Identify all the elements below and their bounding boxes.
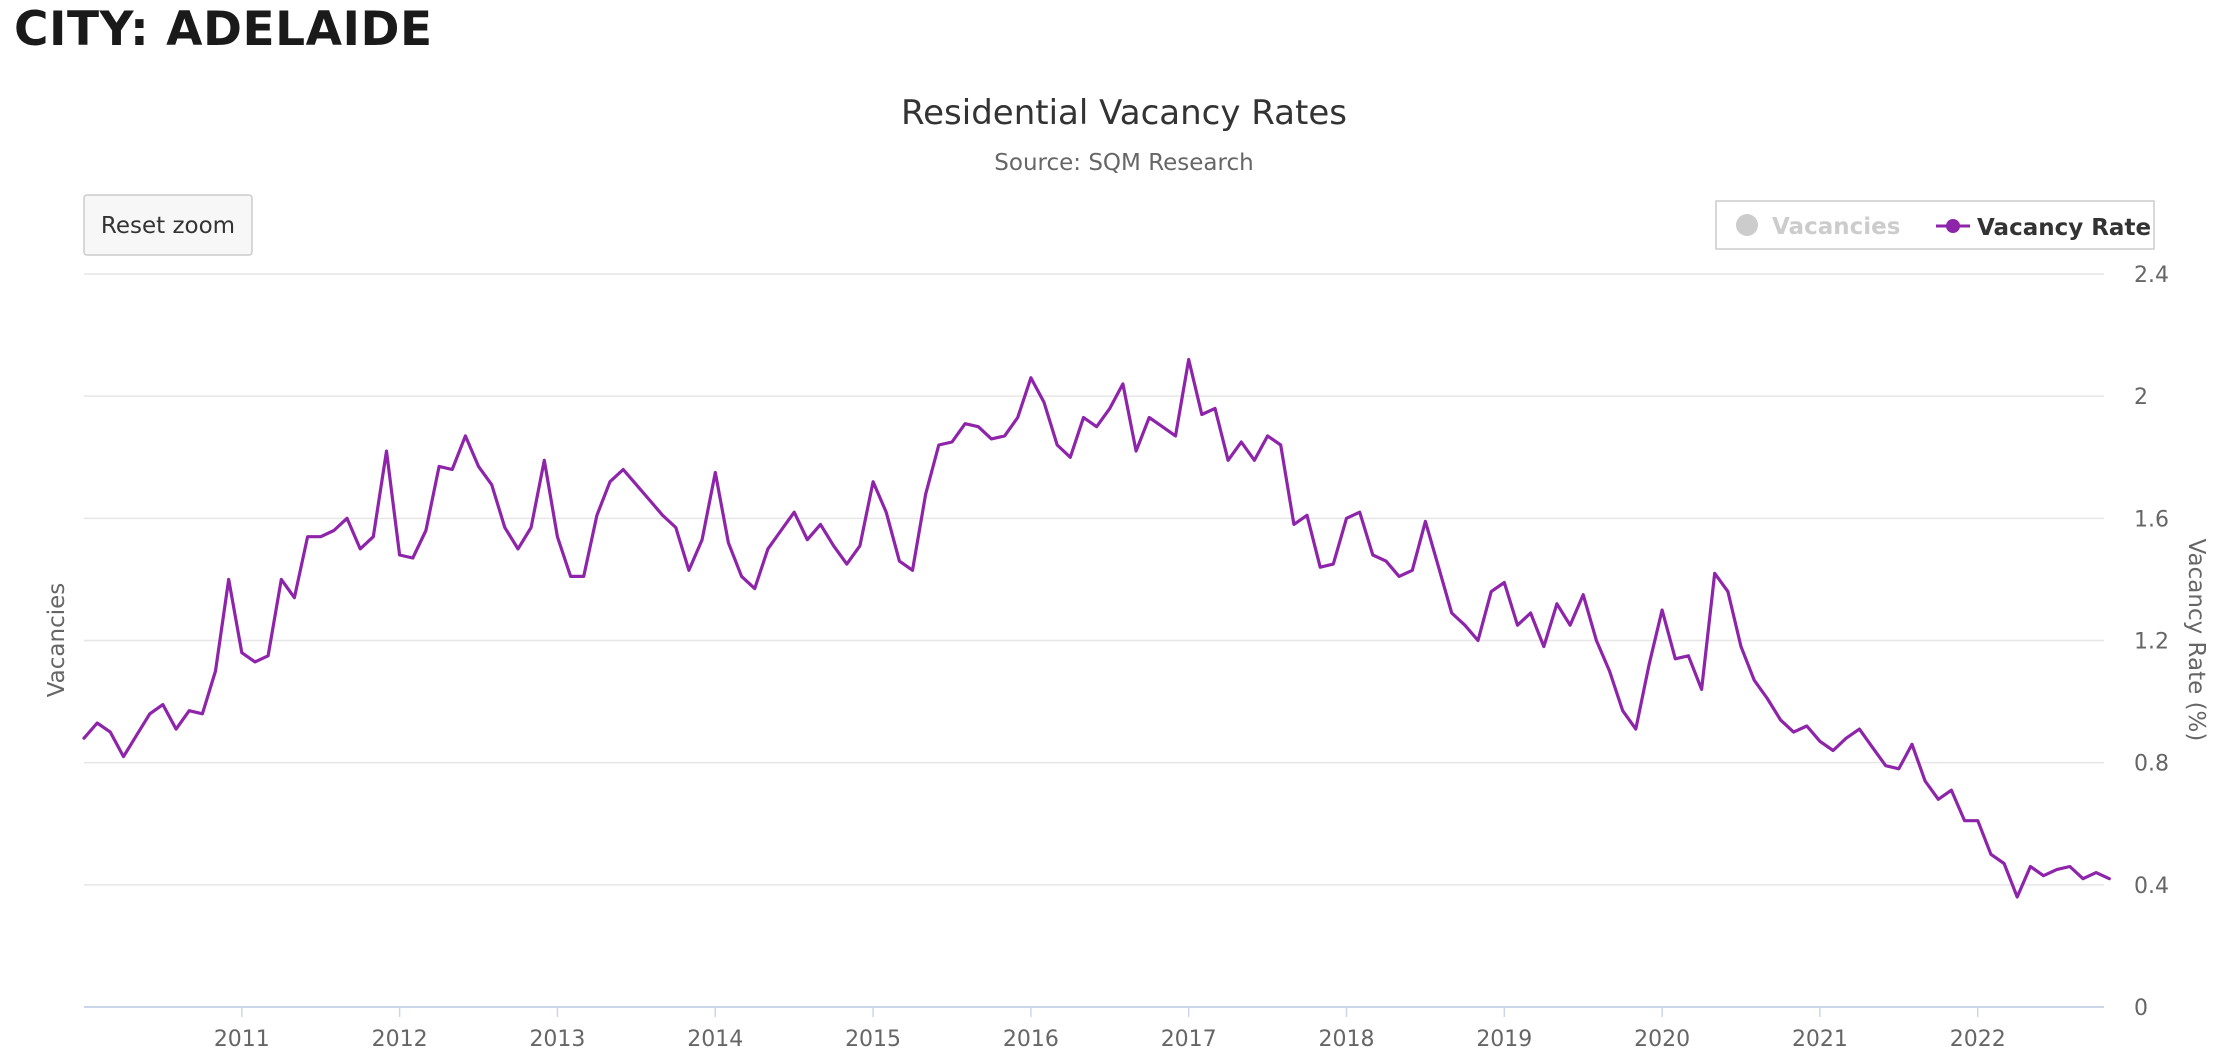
page-title: CITY: ADELAIDE bbox=[14, 2, 433, 57]
y-tick-label: 0.8 bbox=[2134, 752, 2169, 777]
y-tick-label: 0 bbox=[2134, 996, 2148, 1021]
chart-subtitle: Source: SQM Research bbox=[994, 150, 1253, 176]
y-axis-right-title: Vacancy Rate (%) bbox=[2183, 539, 2209, 742]
x-tick-label: 2020 bbox=[1634, 1027, 1690, 1052]
x-tick-label: 2017 bbox=[1161, 1027, 1217, 1052]
x-tick-label: 2015 bbox=[845, 1027, 901, 1052]
legend-item-vacancy-rate[interactable]: Vacancy Rate bbox=[1936, 215, 2151, 241]
y-tick-label: 2.4 bbox=[2134, 263, 2169, 288]
y-tick-label: 1.6 bbox=[2134, 507, 2169, 532]
x-tick-label: 2012 bbox=[372, 1027, 428, 1052]
y-axis-left-title: Vacancies bbox=[44, 583, 70, 698]
y-tick-label: 0.4 bbox=[2134, 874, 2169, 899]
legend-vacancies-label: Vacancies bbox=[1772, 214, 1900, 240]
chart-title: Residential Vacancy Rates bbox=[901, 93, 1347, 133]
x-tick-label: 2013 bbox=[529, 1027, 585, 1052]
x-tick-label: 2014 bbox=[687, 1027, 743, 1052]
x-tick-label: 2018 bbox=[1319, 1027, 1375, 1052]
reset-zoom-button[interactable]: Reset zoom bbox=[83, 194, 253, 256]
x-tick-label: 2022 bbox=[1950, 1027, 2006, 1052]
x-tick-label: 2021 bbox=[1792, 1027, 1848, 1052]
y-tick-label: 1.2 bbox=[2134, 630, 2169, 655]
x-tick-label: 2019 bbox=[1476, 1027, 1532, 1052]
y-tick-label: 2 bbox=[2134, 385, 2148, 410]
series-line-vacancy-rate[interactable] bbox=[82, 357, 2111, 899]
legend: Vacancies Vacancy Rate bbox=[1715, 200, 2155, 250]
x-tick-label: 2016 bbox=[1003, 1027, 1059, 1052]
x-tick-label: 2011 bbox=[214, 1027, 270, 1052]
legend-vacancy-rate-marker-icon bbox=[1946, 219, 1960, 233]
legend-vacancy-rate-label: Vacancy Rate bbox=[1977, 215, 2151, 241]
legend-vacancies-marker-icon bbox=[1736, 214, 1758, 236]
reset-zoom-label: Reset zoom bbox=[101, 213, 235, 239]
legend-item-vacancies[interactable]: Vacancies bbox=[1736, 214, 1900, 240]
